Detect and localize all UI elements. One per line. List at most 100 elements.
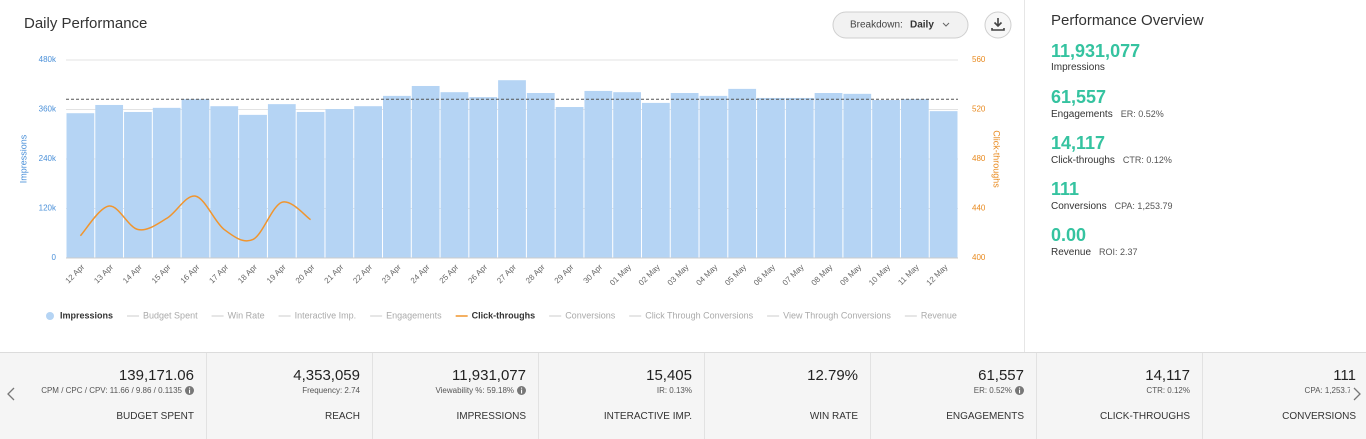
legend-label: Budget Spent (143, 310, 198, 320)
metric-note: CPM / CPC / CPV: 11.66 / 9.86 / 0.1135 (41, 386, 194, 395)
metric-label: CONVERSIONS (1282, 411, 1356, 422)
overview-sub: Revenue ROI: 2.37 (1051, 245, 1351, 260)
chevron[interactable] (7, 387, 15, 401)
breakdown-value[interactable]: Daily (910, 20, 934, 31)
bar (728, 88, 757, 258)
legend-item[interactable]: Win Rate (211, 310, 265, 320)
y-tick-label: 120k (39, 204, 57, 213)
metric-label: IMPRESSIONS (456, 411, 526, 422)
legend-label: Click-throughs (472, 310, 536, 320)
bar (498, 80, 526, 259)
bar (814, 93, 843, 258)
legend-item[interactable]: Conversions (549, 310, 616, 320)
overview-label: Conversions (1051, 201, 1107, 212)
metric-label: INTERACTIVE IMP. (603, 411, 692, 422)
bar (95, 104, 124, 259)
bar (124, 111, 152, 258)
overview-sub: Conversions CPA: 1,253.79 (1051, 199, 1351, 214)
info-dot[interactable] (521, 387, 523, 389)
overview-note: CTR: 0.12% (1122, 155, 1172, 165)
x-tick-label: 11 May (896, 263, 920, 287)
overview-sub: Click-throughs CTR: 0.12% (1051, 153, 1351, 168)
bar (325, 109, 354, 259)
overview-label: Revenue (1051, 247, 1092, 258)
metric-value: 11,931,077 (452, 367, 526, 384)
line (79, 195, 312, 242)
bar (354, 106, 383, 258)
metric-label: REACH (324, 411, 360, 422)
bar (900, 99, 929, 258)
bar (613, 92, 641, 258)
legend-item[interactable]: Click-throughs (455, 310, 536, 320)
overview-title: Performance Overview (1051, 12, 1204, 29)
info-stem[interactable] (1019, 389, 1021, 394)
info-stem[interactable] (521, 389, 523, 394)
metric-note: Viewability %: 59.18% (435, 386, 526, 395)
legend-label: Click Through Conversions (645, 310, 753, 320)
x-tick-label: 14 Apr (121, 262, 144, 285)
legend-item[interactable]: Engagements (370, 310, 442, 320)
bar (181, 99, 210, 258)
info-icon[interactable] (1015, 386, 1024, 395)
bar (584, 90, 613, 258)
metric-card: 14,117 CTR: 0.12% CLICK-THROUGHS (1037, 353, 1203, 439)
metric-card: 61,557 ER: 0.52% ENGAGEMENTS (871, 353, 1037, 439)
bar (383, 95, 411, 258)
legend-item[interactable]: Impressions (46, 310, 113, 320)
overview-note: CPA: 1,253.79 (1114, 201, 1173, 211)
arrow-icon[interactable] (1350, 383, 1364, 405)
x-tick-label: 15 Apr (150, 262, 173, 285)
download-icon[interactable] (991, 18, 1005, 31)
info-dot[interactable] (1019, 387, 1021, 389)
bar (239, 114, 267, 258)
info-icon[interactable] (517, 386, 526, 395)
chevron[interactable] (1353, 387, 1361, 401)
panel-title: Daily Performance (24, 15, 147, 32)
y-tick-label: 0 (52, 253, 57, 262)
overview-sub: Engagements ER: 0.52% (1051, 107, 1351, 122)
legend-label: Conversions (565, 310, 616, 320)
dropdown-caret[interactable] (942, 22, 950, 27)
breakdown-button[interactable]: Breakdown: Daily (832, 11, 969, 39)
metric-card: 139,171.06 CPM / CPC / CPV: 11.66 / 9.86 … (41, 353, 207, 439)
metric-card: 15,405 IR: 0.13% INTERACTIVE IMP. (539, 353, 705, 439)
metric-card: 12.79% WIN RATE (705, 353, 871, 439)
metric-note-text: ER: 0.52% (973, 386, 1012, 395)
info-stem[interactable] (189, 389, 191, 394)
legend-item[interactable]: Click Through Conversions (629, 310, 754, 320)
x-tick-label: 07 May (781, 263, 806, 288)
arrow-icon[interactable] (4, 383, 18, 405)
performance-overview: Performance Overview 11,931,077 Impressio… (1051, 12, 1351, 271)
x-tick-label: 12 May (925, 263, 950, 288)
metric-label: WIN RATE (809, 411, 858, 422)
metric-note-text: CPM / CPC / CPV: 11.66 / 9.86 / 0.1135 (41, 386, 182, 395)
overview-sub: Impressions (1051, 61, 1351, 75)
bar (469, 97, 498, 258)
button-background[interactable] (832, 11, 969, 39)
legend-item[interactable]: Interactive Imp. (278, 310, 357, 320)
legend-item[interactable]: View Through Conversions (767, 310, 891, 320)
x-tick-label: 29 Apr (553, 262, 576, 285)
x-tick-label: 25 Apr (438, 262, 461, 285)
overview-label: Engagements (1051, 109, 1113, 120)
x-tick-label: 20 Apr (294, 262, 317, 285)
info-icon[interactable] (185, 386, 194, 395)
y-axis-title: Impressions (18, 134, 28, 183)
bar (411, 85, 440, 258)
breakdown-label[interactable]: Breakdown: (850, 20, 903, 31)
metric-note-text: CTR: 0.12% (1146, 386, 1190, 395)
x-tick-label: 09 May (838, 263, 863, 288)
legend-item[interactable]: Revenue (904, 310, 957, 320)
overview-value: 61,557 (1051, 87, 1107, 107)
bar (670, 93, 699, 258)
scroll-arrow[interactable] (1350, 383, 1364, 405)
legend-item[interactable]: Budget Spent (127, 310, 198, 320)
metric-value: 12.79% (807, 367, 858, 384)
info-dot[interactable] (189, 387, 191, 389)
scroll-arrow[interactable] (4, 383, 18, 405)
download-button[interactable] (984, 11, 1012, 39)
y-tick-label: 480k (39, 55, 57, 64)
metric-note: ER: 0.52% (974, 386, 1024, 395)
x-tick-label: 05 May (723, 263, 748, 288)
